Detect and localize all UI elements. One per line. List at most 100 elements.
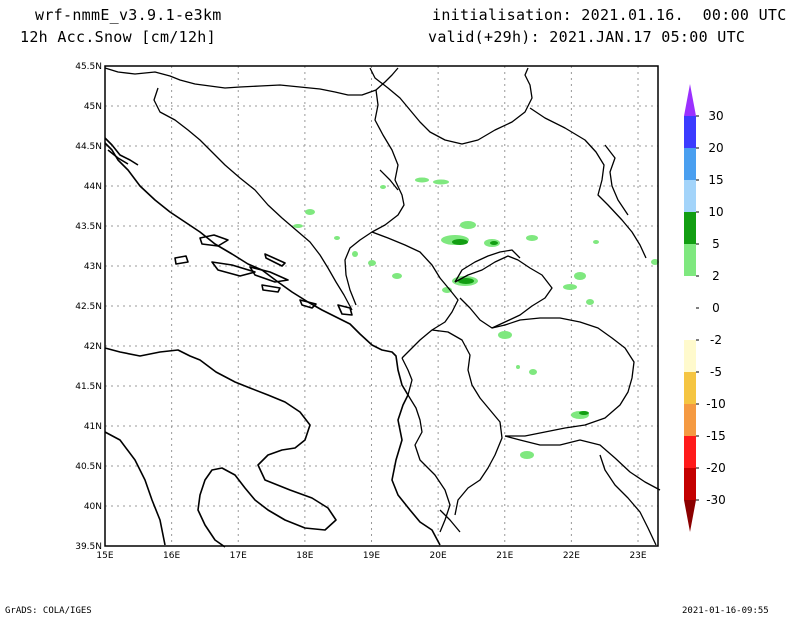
- snow-patch: [380, 185, 386, 189]
- lon-tick-label: 19E: [363, 551, 380, 561]
- snow-patch: [579, 411, 589, 415]
- lon-tick-label: 23E: [629, 551, 646, 561]
- border-bosnia-east: [344, 89, 405, 306]
- border-croatia-bosnia: [104, 67, 399, 96]
- island: [299, 299, 317, 309]
- snow-patch: [490, 241, 498, 245]
- island: [107, 149, 129, 165]
- island: [104, 137, 139, 166]
- italy-east-coast: [104, 347, 337, 548]
- colorbar-label: 30: [708, 109, 723, 123]
- border-albania-east: [401, 357, 451, 533]
- colorbar-segment: [684, 244, 696, 276]
- border-kosovo: [454, 255, 553, 329]
- field-label: 12h Acc.Snow [cm/12h]: [20, 28, 216, 46]
- coastlines: [104, 137, 441, 548]
- colorbar-bottom-arrow: [684, 500, 696, 532]
- lat-tick-label: 43.5N: [75, 222, 102, 232]
- border-kosovo-north: [454, 249, 521, 283]
- map-grid: [105, 66, 658, 546]
- colorbar-label: 20: [708, 141, 723, 155]
- border-misc: [379, 169, 399, 191]
- colorbar-segment: [684, 404, 696, 436]
- lat-tick-label: 44N: [84, 182, 102, 192]
- lat-tick-label: 45N: [84, 102, 102, 112]
- colorbar-segment: [684, 340, 696, 372]
- borders: [104, 67, 661, 546]
- adriatic-east-coast: [104, 142, 441, 546]
- border-macedonia: [491, 317, 635, 437]
- lat-tick-label: 39.5N: [75, 542, 102, 552]
- colorbar-label: -10: [706, 397, 726, 411]
- snow-patch: [651, 259, 659, 265]
- lat-tick-label: 44.5N: [75, 142, 102, 152]
- colorbar-label: 5: [712, 237, 720, 251]
- lon-tick-label: 17E: [230, 551, 247, 561]
- lat-tick-label: 42N: [84, 342, 102, 352]
- snow-patch: [498, 331, 512, 339]
- model-label: wrf-nmmE_v3.9.1-e3km: [35, 6, 222, 24]
- snow-patch: [516, 365, 520, 369]
- valid-time: valid(+29h): 2021.JAN.17 05:00 UTC: [428, 28, 746, 46]
- island: [337, 304, 353, 316]
- lon-axis: 15E 16E 17E 18E 19E 20E 21E 22E 23E: [96, 551, 646, 561]
- colorbar-segment: [684, 372, 696, 404]
- border-misc: [439, 509, 461, 533]
- colorbar-label: -5: [710, 365, 722, 379]
- border-albania-macedonia: [431, 329, 503, 516]
- snow-patch: [368, 260, 376, 266]
- island: [261, 284, 281, 293]
- border-serbia-romania: [529, 107, 647, 259]
- border-greece-north: [504, 435, 661, 491]
- snow-patch: [529, 369, 537, 375]
- lat-tick-label: 40.5N: [75, 462, 102, 472]
- snow-patches: [293, 177, 659, 459]
- colorbar-segment: [684, 468, 696, 500]
- snow-patch: [520, 451, 534, 459]
- snow-patch: [460, 221, 476, 229]
- colorbar-label: -30: [706, 493, 726, 507]
- lat-tick-label: 41N: [84, 422, 102, 432]
- border-serbia-east: [369, 67, 533, 145]
- colorbar-label: -2: [710, 333, 722, 347]
- lat-tick-label: 43N: [84, 262, 102, 272]
- snow-patch: [415, 177, 429, 183]
- border-greece-coast: [599, 454, 657, 546]
- border-montenegro: [371, 231, 459, 359]
- colorbar-label: 2: [712, 269, 720, 283]
- snow-patch: [352, 251, 358, 257]
- lon-tick-label: 20E: [430, 551, 447, 561]
- snow-patch: [458, 278, 474, 284]
- colorbar-segment: [684, 436, 696, 468]
- init-time: initialisation: 2021.01.16. 00:00 UTC: [432, 6, 787, 24]
- colorbar-label: 10: [708, 205, 723, 219]
- snow-patch: [526, 235, 538, 241]
- footer-right: 2021-01-16-09:55: [682, 606, 769, 616]
- snow-patch: [586, 299, 594, 305]
- colorbar-label: -20: [706, 461, 726, 475]
- lat-axis: 45.5N 45N 44.5N 44N 43.5N 43N 42.5N 42N 41.5N 41N…: [75, 62, 102, 552]
- island: [174, 255, 189, 265]
- lon-tick-label: 21E: [496, 551, 513, 561]
- snow-patch: [563, 284, 577, 290]
- snow-patch: [334, 236, 340, 240]
- lon-tick-label: 18E: [296, 551, 313, 561]
- snow-patch: [293, 224, 303, 228]
- italy-heel-coast: [104, 431, 166, 546]
- colorbar-label: -15: [706, 429, 726, 443]
- snow-patch: [305, 209, 315, 215]
- colorbar-label: 0: [712, 301, 720, 315]
- lat-tick-label: 41.5N: [75, 382, 102, 392]
- border-bosnia-west: [153, 87, 353, 311]
- footer-left: GrADS: COLA/IGES: [5, 606, 92, 616]
- snow-patch: [392, 273, 402, 279]
- lat-tick-label: 42.5N: [75, 302, 102, 312]
- island: [211, 261, 256, 277]
- lat-tick-label: 40N: [84, 502, 102, 512]
- lon-tick-label: 15E: [96, 551, 113, 561]
- lon-tick-label: 22E: [563, 551, 580, 561]
- lat-tick-label: 45.5N: [75, 62, 102, 72]
- snow-patch: [433, 179, 449, 185]
